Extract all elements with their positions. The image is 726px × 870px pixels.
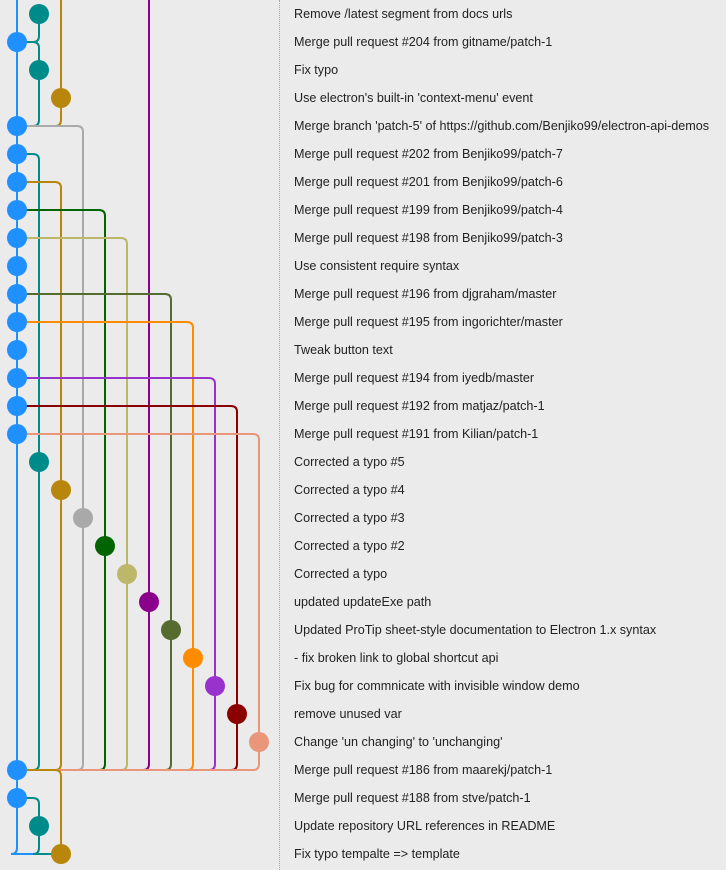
commit-node[interactable] [7,116,27,136]
commit-row[interactable]: updated updateExe path [294,595,432,609]
graph-edge [17,769,62,854]
commit-row[interactable]: Merge pull request #192 from matjaz/patc… [294,399,545,413]
commit-graph [7,0,269,864]
commit-node[interactable] [51,844,71,864]
commit-row[interactable]: remove unused var [294,707,402,721]
commit-node[interactable] [7,788,27,808]
commit-node[interactable] [7,368,27,388]
commit-row[interactable]: Merge pull request #198 from Benjiko99/p… [294,231,563,245]
graph-edge [17,433,260,742]
commit-node[interactable] [7,200,27,220]
commit-node[interactable] [7,760,27,780]
graph-edge [10,798,61,855]
commit-node[interactable] [249,732,269,752]
commit-node[interactable] [205,676,225,696]
graph-edge [32,826,61,855]
commit-row[interactable]: Corrected a typo #4 [294,483,405,497]
commit-node[interactable] [7,424,27,444]
commit-row[interactable]: Corrected a typo [294,567,388,581]
graph-edge [17,153,40,462]
commit-node[interactable] [51,88,71,108]
commit-node[interactable] [7,32,27,52]
graph-edge [17,293,172,630]
commit-node[interactable] [7,396,27,416]
commit-row[interactable]: Fix typo [294,63,339,77]
commit-node[interactable] [73,508,93,528]
graph-edge [17,797,40,826]
commit-row[interactable]: Change 'un changing' to 'unchanging' [294,735,503,749]
commit-row[interactable]: Merge pull request #186 from maarekj/pat… [294,763,553,777]
commit-row[interactable]: Corrected a typo #2 [294,539,405,553]
graph-edge [17,237,128,574]
commit-row[interactable]: Merge branch 'patch-5' of https://github… [294,119,710,133]
graph-edge [17,630,172,771]
graph-edge [17,742,260,771]
commit-node[interactable] [7,144,27,164]
graph-edge [17,41,40,70]
commit-row[interactable]: Merge pull request #194 from iyedb/maste… [294,371,535,385]
commit-node[interactable] [7,340,27,360]
commit-row[interactable]: - fix broken link to global shortcut api [294,651,499,665]
graph-edge [17,405,238,714]
commit-row[interactable]: Merge pull request #201 from Benjiko99/p… [294,175,563,189]
graph-edge [17,209,106,546]
graph-edge [17,574,128,771]
commit-row[interactable]: Merge pull request #202 from Benjiko99/p… [294,147,563,161]
commit-row[interactable]: Use consistent require syntax [294,259,460,273]
commit-node[interactable] [161,620,181,640]
commit-list: Remove /latest segment from docs urls Mer… [294,0,726,868]
commit-row[interactable]: Update repository URL references in READ… [294,819,556,833]
commit-row[interactable]: Updated ProTip sheet-style documentation… [294,623,657,637]
commit-row[interactable]: Corrected a typo #5 [294,455,405,469]
commit-node[interactable] [7,172,27,192]
commit-node[interactable] [227,704,247,724]
commit-node[interactable] [51,480,71,500]
graph-edge [17,321,194,658]
commit-node[interactable] [7,284,27,304]
commit-node[interactable] [95,536,115,556]
commit-node[interactable] [7,312,27,332]
commit-node[interactable] [7,256,27,276]
commit-row[interactable]: Merge pull request #196 from djgraham/ma… [294,287,557,301]
commit-row[interactable]: Merge pull request #191 from Kilian/patc… [294,427,539,441]
commit-row[interactable]: Merge pull request #199 from Benjiko99/p… [294,203,563,217]
commit-row[interactable]: Merge pull request #204 from gitname/pat… [294,35,553,49]
commit-node[interactable] [29,60,49,80]
commit-row[interactable]: Remove /latest segment from docs urls [294,7,513,21]
commit-node[interactable] [117,564,137,584]
commit-row[interactable]: Fix bug for commnicate with invisible wi… [294,679,580,693]
commit-row[interactable]: Merge pull request #195 from ingorichter… [294,315,563,329]
commit-row[interactable]: Tweak button text [294,343,393,357]
graph-edge [17,686,216,771]
commit-row[interactable]: Corrected a typo #3 [294,511,405,525]
graph-edge [17,462,40,771]
commit-node[interactable] [139,592,159,612]
commit-node[interactable] [183,648,203,668]
commit-node[interactable] [29,452,49,472]
commit-node[interactable] [29,816,49,836]
graph-edge [17,125,84,518]
commit-row[interactable]: Fix typo tempalte => template [294,847,460,861]
commit-row[interactable]: Use electron's built-in 'context-menu' e… [294,91,533,105]
graph-edge [17,518,84,771]
graph-divider [279,0,280,870]
graph-edge [17,377,216,686]
commit-node[interactable] [29,4,49,24]
commit-row[interactable]: Merge pull request #188 from stve/patch-… [294,791,531,805]
commit-node[interactable] [7,228,27,248]
graph-edge [17,181,62,490]
